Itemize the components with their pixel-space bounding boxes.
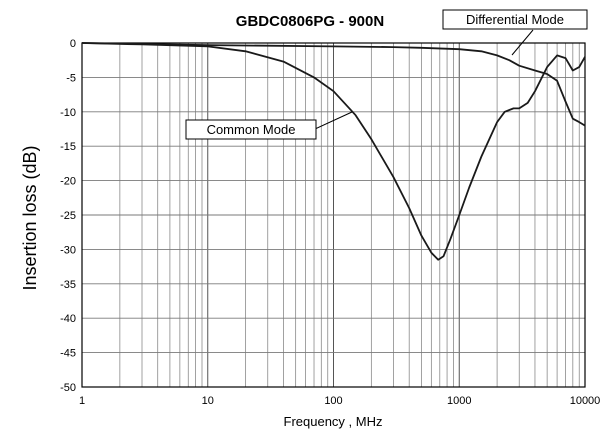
common-mode-label: Common Mode xyxy=(207,122,296,137)
y-tick-label: -35 xyxy=(60,279,76,291)
x-tick-label: 100 xyxy=(324,395,342,407)
series-line-common-mode xyxy=(81,42,586,261)
x-axis-label: Frequency , MHz xyxy=(284,414,383,429)
y-tick-label: -20 xyxy=(60,176,76,188)
differential-mode-annotation: Differential Mode xyxy=(442,9,588,56)
series-lines xyxy=(81,42,586,261)
y-tick-label: -45 xyxy=(60,348,76,360)
common-mode-leader-line xyxy=(314,111,353,130)
y-tick-label: -30 xyxy=(60,244,76,256)
x-tick-label: 1000 xyxy=(447,395,471,407)
common-mode-label-box xyxy=(185,119,317,140)
grid-lines xyxy=(81,42,585,388)
y-tick-label: -40 xyxy=(60,313,76,325)
plot-frame xyxy=(81,42,586,388)
series-line-differential-mode xyxy=(81,42,586,127)
x-tick-label: 10 xyxy=(202,395,214,407)
chart-title: GBDC0806PG - 900N xyxy=(236,13,384,30)
tick-labels: 1 10 100 1000 10000 0 -5 -10 -15 -20 -25 -30 -35 -40 -… xyxy=(60,38,600,407)
y-tick-label: -15 xyxy=(60,141,76,153)
y-axis-label: Insertion loss (dB) xyxy=(20,145,40,290)
differential-mode-leader-line xyxy=(511,29,534,56)
y-tick-label: -5 xyxy=(66,72,76,84)
y-tick-label: -25 xyxy=(60,210,76,222)
differential-mode-label: Differential Mode xyxy=(466,12,564,27)
differential-mode-label-box xyxy=(442,9,588,30)
y-tick-label: -10 xyxy=(60,107,76,119)
y-tick-label: -50 xyxy=(60,382,76,394)
x-tick-label: 1 xyxy=(79,395,85,407)
x-tick-label: 10000 xyxy=(570,395,601,407)
common-mode-annotation: Common Mode xyxy=(185,111,353,140)
y-tick-label: 0 xyxy=(70,38,76,50)
